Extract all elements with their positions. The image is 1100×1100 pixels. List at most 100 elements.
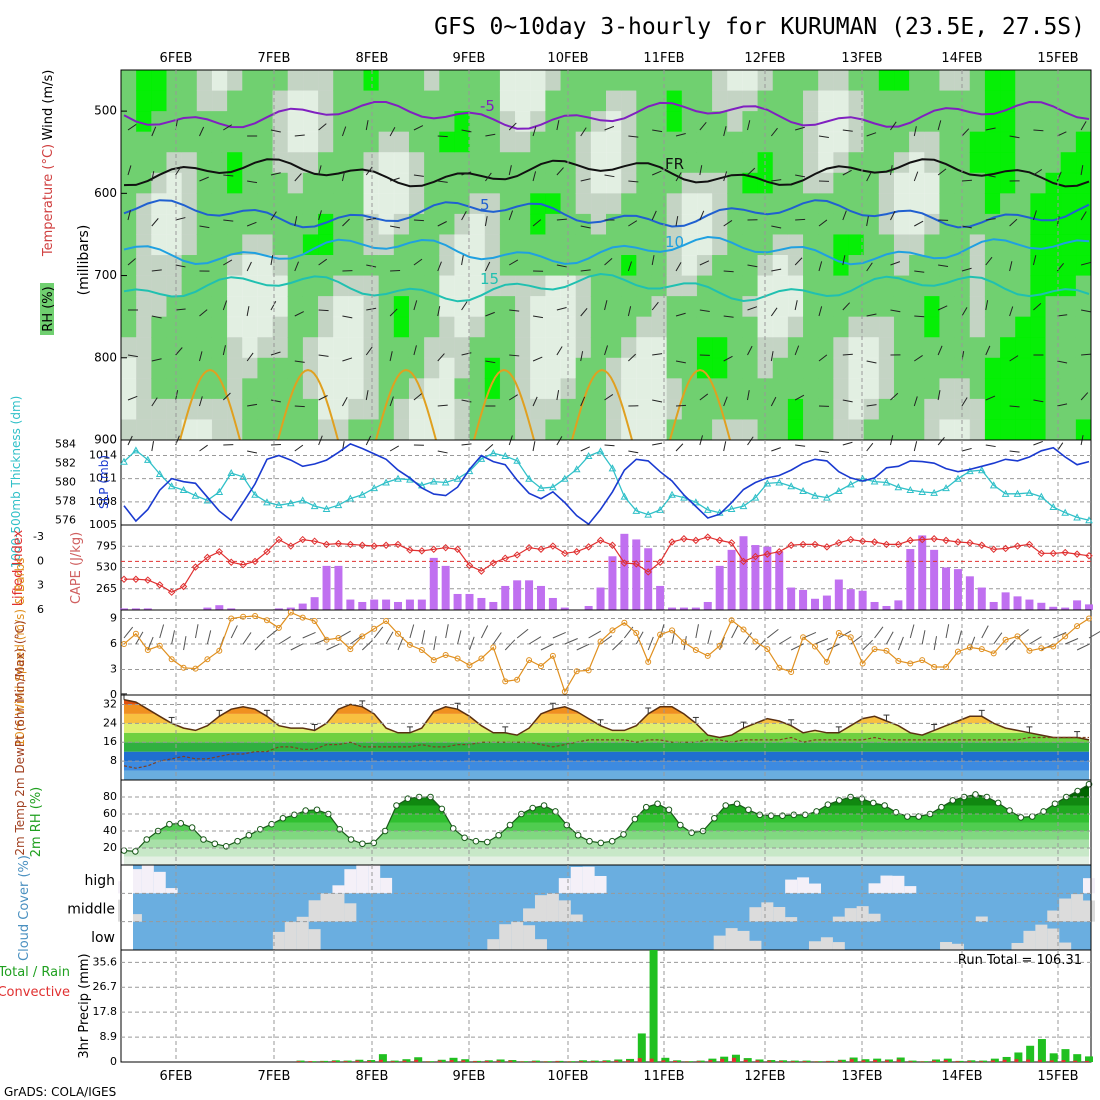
rh-cell [287, 419, 304, 441]
rh-cell [1060, 398, 1077, 420]
wind-barb [151, 397, 158, 407]
rh-cell [166, 337, 183, 359]
rh-cell [272, 70, 289, 92]
thickness-point-43 [632, 506, 641, 514]
rh-cell [378, 152, 395, 174]
rh-cell [211, 131, 228, 153]
rh-cell [151, 90, 167, 112]
cape-bar-78 [1049, 606, 1058, 610]
thickness-point-77 [1037, 492, 1046, 500]
rh-cell [545, 90, 562, 112]
lifted-index-point-32 [501, 554, 509, 562]
rh-cell [954, 337, 971, 359]
lifted-index-point-72 [978, 541, 986, 549]
rh-cell [984, 419, 1001, 441]
thickness-point-76 [1025, 488, 1034, 496]
rh-cell [833, 357, 849, 379]
cloud-cell [534, 895, 547, 922]
rh-cell [484, 357, 501, 379]
lifted-index-point-16 [310, 537, 319, 545]
rh-cell [378, 337, 395, 359]
lifted-index-point-21 [370, 542, 378, 550]
wind-barb [818, 306, 823, 317]
rh-cell [681, 419, 698, 441]
wind-barb-41 [612, 639, 623, 651]
wind-barb [461, 301, 468, 311]
rh-cell [136, 172, 152, 194]
cape-bar-17 [322, 565, 331, 610]
rh-cell [499, 70, 516, 92]
rh-cell [393, 337, 410, 359]
wind-speed-point-22 [383, 618, 390, 625]
wind-barb [580, 225, 591, 229]
rh-cell [1060, 419, 1077, 441]
rh-cell [909, 296, 925, 318]
rh-cell [893, 316, 910, 338]
rh-cell [151, 152, 167, 174]
rh-cell [666, 357, 683, 379]
rh-cell [196, 213, 213, 235]
rh-cell [439, 255, 455, 277]
rh-cell [924, 193, 940, 215]
wind-barb [413, 345, 417, 356]
rh-cell [606, 296, 622, 318]
rh-cell [545, 131, 562, 153]
precip-bar-28 [449, 1057, 458, 1062]
wind-barb-21 [373, 626, 384, 639]
rh-cell [1015, 111, 1031, 133]
dewpoint-line [123, 736, 1089, 769]
rh-cell [181, 255, 198, 277]
rh-cell [348, 70, 364, 92]
rh-cell [590, 213, 607, 235]
wind-barb [842, 169, 852, 176]
rh-cell [772, 378, 789, 400]
precip-conv-bar-66 [896, 1059, 901, 1062]
rh-cell [606, 255, 622, 277]
rh-cell [969, 111, 986, 133]
rh-cell [833, 337, 849, 359]
lifted-index-point-4 [167, 588, 176, 596]
wind-barb [604, 174, 615, 178]
rh-cell [757, 255, 774, 277]
thickness-point-70 [954, 474, 962, 482]
lifted-index-point-15 [298, 535, 307, 544]
wind-barb-23 [397, 636, 404, 651]
rh-cell [893, 213, 910, 235]
rh-cell [469, 172, 486, 194]
lifted-index-point-14 [287, 542, 295, 550]
cape-bar-30 [477, 597, 486, 610]
wind-barb [866, 404, 877, 407]
rh-cell [1075, 337, 1092, 359]
rh-cell [1030, 337, 1047, 359]
wind-barb [652, 442, 663, 446]
wind-barb [389, 308, 398, 317]
wind-barb [795, 444, 806, 447]
rh-cell [772, 419, 789, 441]
wind-barb-68 [933, 636, 937, 651]
rh-cell [787, 213, 804, 235]
cape-bar-42 [620, 533, 629, 610]
rh-cell [924, 152, 940, 174]
precip-conv-bar-78 [1037, 1059, 1042, 1062]
rh-cell [878, 316, 895, 338]
wind-barb [770, 127, 778, 137]
wind-barb [794, 300, 798, 311]
wind-barb [246, 306, 250, 317]
rh-cell [530, 70, 546, 92]
wind-barb [747, 436, 754, 446]
wind-barb [1033, 302, 1042, 311]
rh-cell [606, 172, 622, 194]
rh-cell [393, 378, 410, 400]
rh-cell [515, 152, 531, 174]
rh-point-38 [552, 808, 559, 815]
rh-cell [257, 213, 274, 235]
wind-barb [437, 180, 448, 183]
rh-cell [393, 296, 410, 318]
lifted-index-tick-0: -3 [33, 530, 44, 543]
lifted-index-point-51 [727, 539, 736, 547]
wind-barb [246, 221, 257, 227]
rh-cell [939, 193, 956, 215]
thickness-point-60 [834, 486, 843, 494]
rh-cell [924, 131, 940, 153]
bottom-day-label-1: 7FEB [258, 1069, 291, 1084]
